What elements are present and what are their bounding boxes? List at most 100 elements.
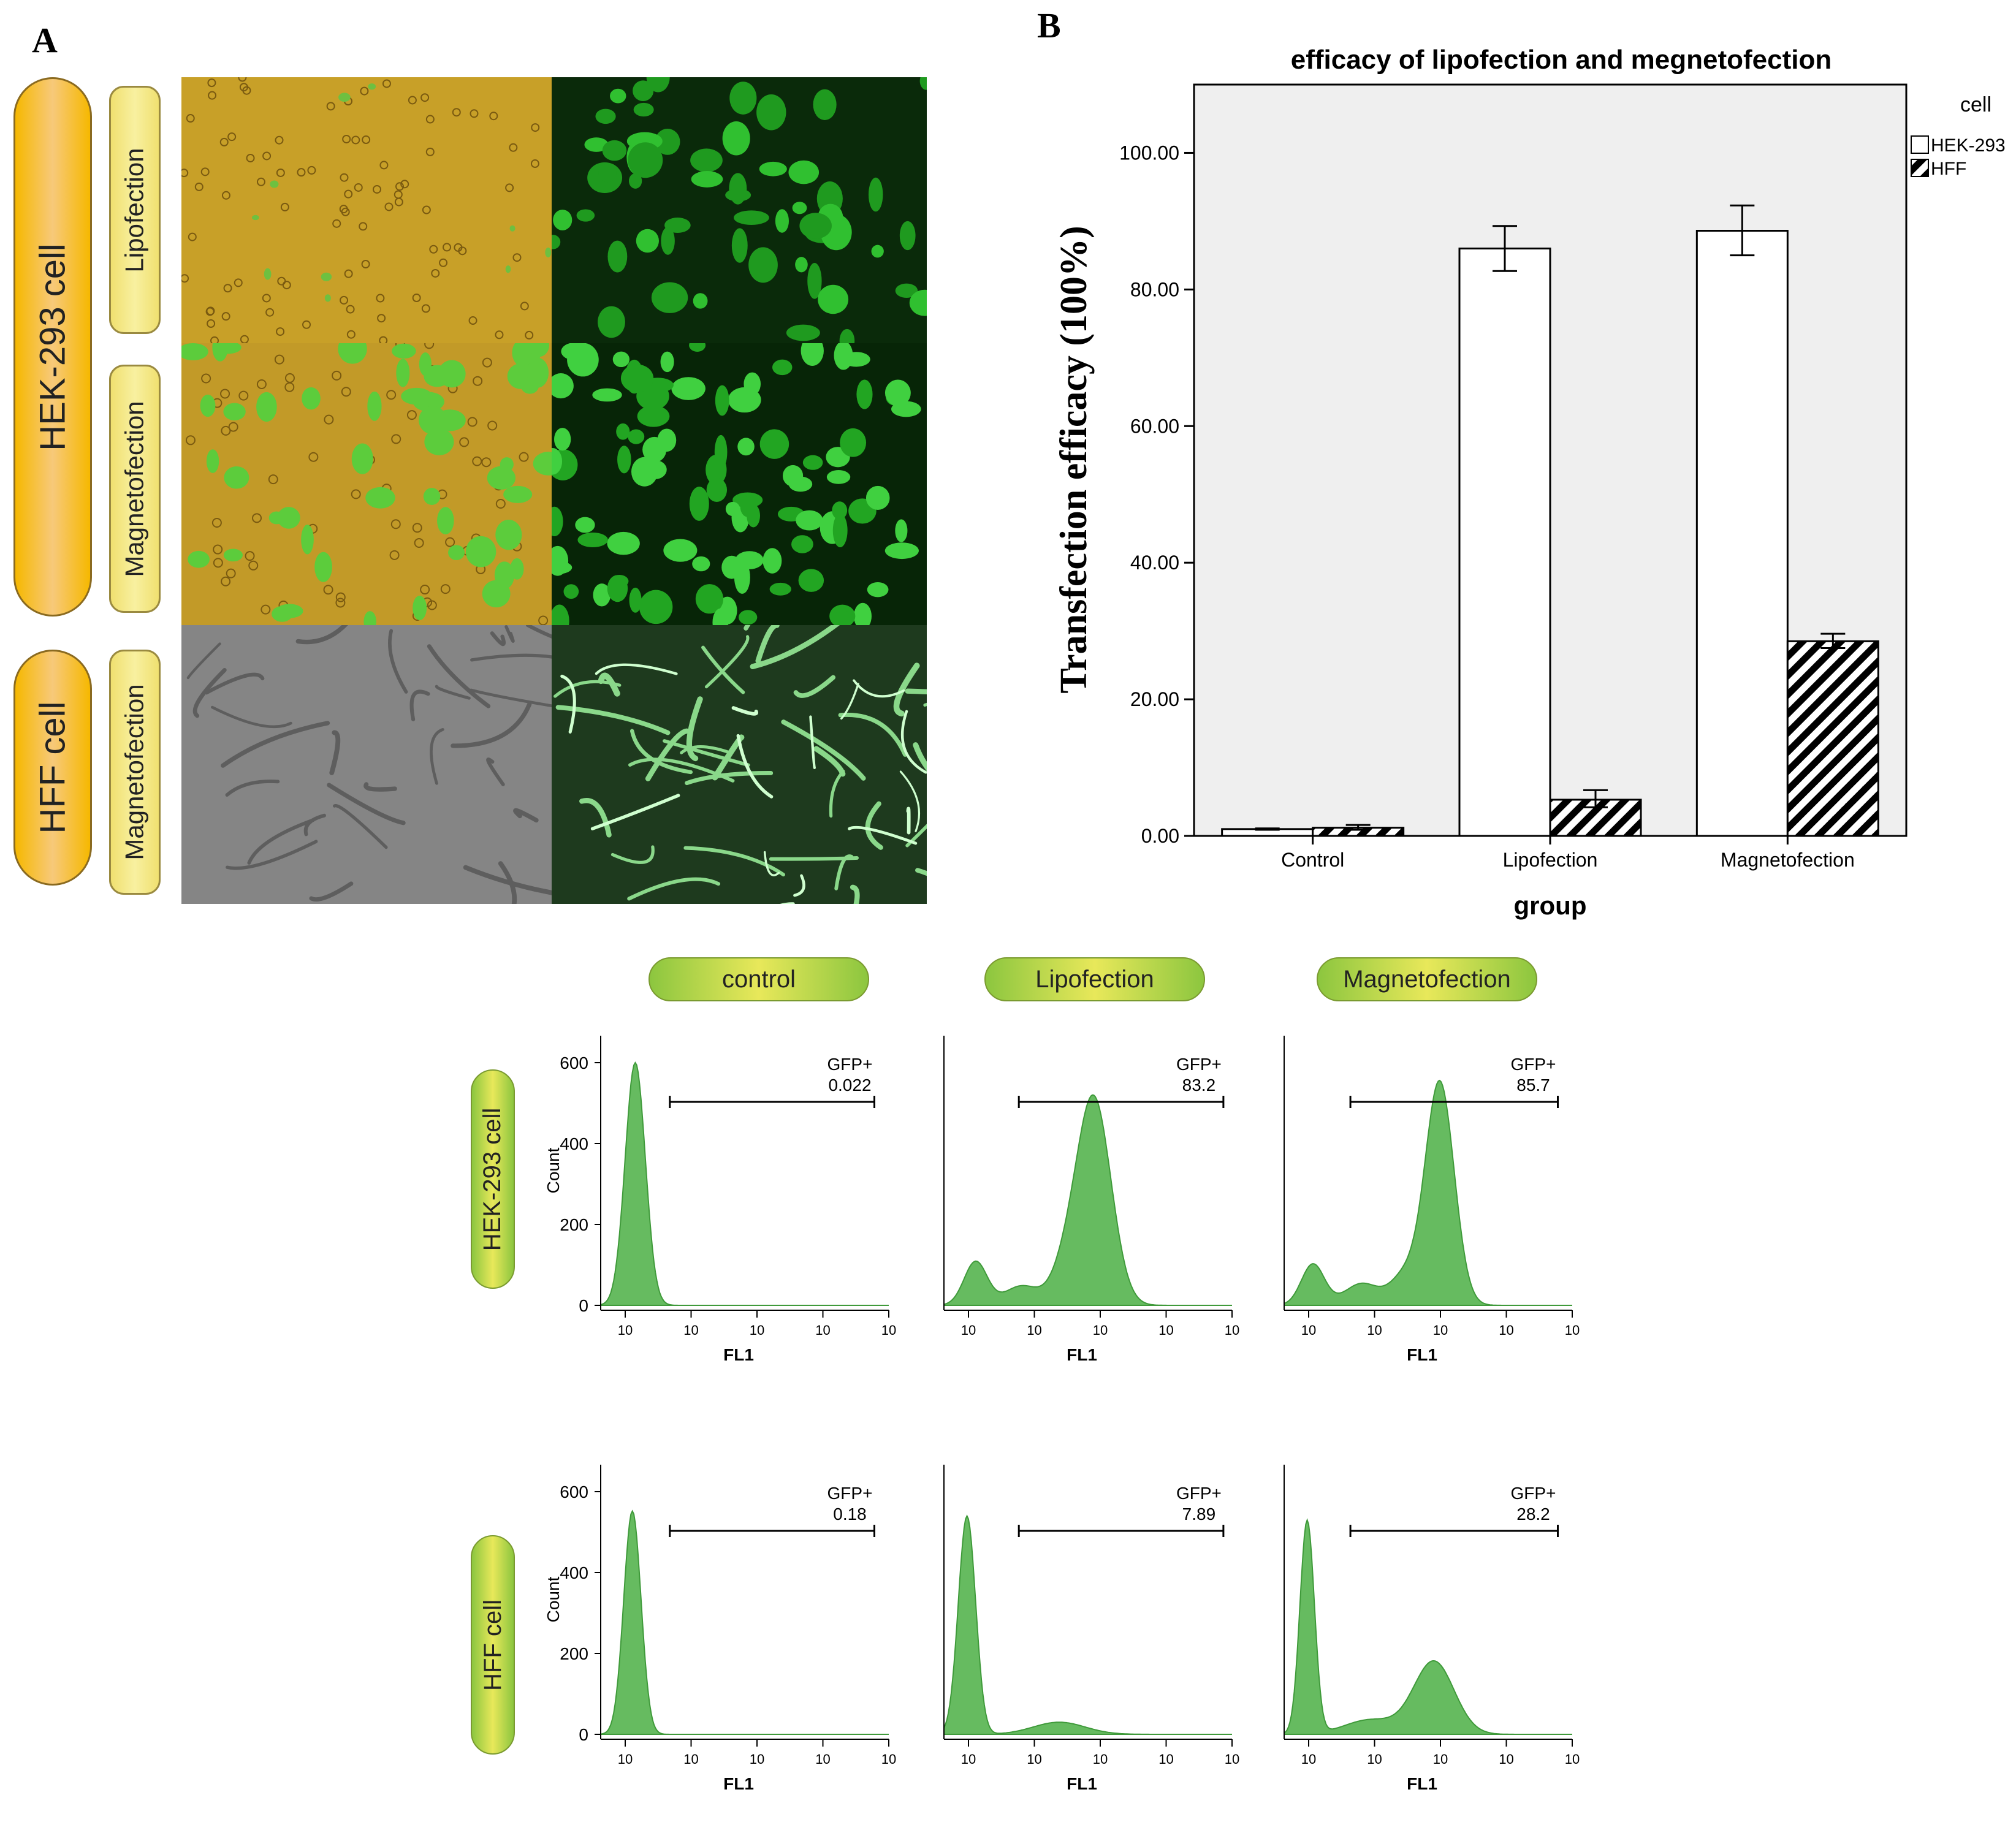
cell-shape — [799, 213, 832, 239]
cell-outline — [382, 79, 391, 88]
cell-shape — [302, 387, 321, 410]
hff-magnetofection-fluorescence-image — [552, 625, 927, 904]
flow-y-tick-label: 400 — [560, 1563, 588, 1582]
cell-shape — [270, 180, 279, 188]
panel-b-letter: B — [1037, 6, 1061, 45]
cell-shape — [826, 470, 851, 484]
hek-magnetofection-fluorescence-image — [552, 343, 927, 625]
cell-outline — [186, 114, 195, 123]
cell-outline — [530, 159, 539, 169]
cell-shape — [884, 542, 919, 560]
y-tick-label: 60.00 — [1130, 415, 1179, 437]
cell-outline — [223, 284, 232, 293]
fibroblast-shape — [781, 719, 866, 781]
y-tick-label: 20.00 — [1130, 688, 1179, 710]
cell-outline — [340, 173, 349, 182]
cell-shape — [801, 343, 824, 366]
cell-shape — [871, 245, 884, 258]
cell-outline — [221, 312, 230, 321]
gfp-gate-label: GFP+ — [1176, 1055, 1222, 1074]
cell-shape — [735, 551, 764, 569]
flow-x-axis-label: FL1 — [1407, 1774, 1437, 1793]
cell-shape — [802, 455, 823, 470]
panel-a-letter: A — [32, 20, 58, 60]
fibroblast-shape — [329, 730, 341, 775]
cell-outline — [326, 102, 335, 111]
fibroblast-shape — [893, 662, 920, 717]
cell-shape — [748, 247, 778, 283]
cell-shape — [314, 552, 332, 582]
cell-shape — [786, 324, 820, 341]
flow-histogram-r0-c2: 10 10 10 10 10 FL1 GFP+ 85.7 — [1284, 1036, 1580, 1364]
cell-shape — [612, 351, 630, 368]
gfp-gate-value: 85.7 — [1516, 1076, 1550, 1095]
cell-shape — [628, 173, 642, 189]
cell-outline — [346, 305, 355, 314]
flow-column-label-control-text: control — [721, 965, 796, 993]
cell-outline — [481, 457, 492, 468]
cell-shape — [552, 561, 572, 574]
histogram-area — [600, 1509, 889, 1735]
cell-shape — [899, 221, 916, 251]
cell-shape — [792, 202, 807, 214]
flow-x-tick-label: 10 — [1433, 1323, 1448, 1338]
cell-shape — [206, 449, 219, 473]
flow-x-tick-label: 10 — [618, 1323, 633, 1338]
flow-x-tick-label: 10 — [1565, 1751, 1580, 1767]
cell-shape — [661, 227, 675, 255]
hek-cell-label: HEK-293 cell — [32, 243, 73, 451]
cell-shape — [756, 94, 786, 131]
cell-outline — [227, 132, 237, 142]
cell-shape — [181, 343, 208, 360]
fibroblast-shape — [853, 679, 905, 698]
flow-x-tick-label: 10 — [750, 1323, 764, 1338]
flow-x-tick-label: 10 — [815, 1323, 830, 1338]
cell-shape — [510, 558, 524, 580]
cell-shape — [438, 360, 466, 388]
gfp-gate-value: 28.2 — [1516, 1505, 1550, 1524]
fibroblast-shape — [204, 672, 265, 695]
cell-shape — [832, 501, 848, 520]
cell-shape — [759, 161, 787, 176]
cell-shape — [553, 210, 572, 230]
cell-shape — [839, 328, 855, 343]
hff-magnetofection-row-label: Magnetofection — [120, 684, 150, 860]
flow-x-tick-label: 10 — [1301, 1751, 1316, 1767]
cell-outline — [181, 274, 189, 283]
fibroblast-shape — [388, 629, 408, 694]
cell-shape — [301, 525, 314, 555]
cell-outline — [188, 232, 197, 241]
cell-shape — [909, 289, 927, 316]
cell-shape — [552, 448, 563, 475]
cell-outline — [531, 123, 540, 132]
cell-shape — [919, 77, 927, 90]
cell-shape — [576, 209, 595, 222]
cell-outline — [414, 537, 424, 548]
cell-outline — [346, 330, 356, 339]
fibroblast-shape — [611, 845, 655, 864]
flow-y-tick-label: 600 — [560, 1053, 588, 1072]
cell-outline — [406, 410, 417, 420]
cell-outline — [307, 165, 316, 175]
fibroblast-shape — [627, 877, 721, 901]
cell-shape — [884, 379, 911, 406]
fibroblast-shape — [598, 672, 620, 697]
flow-column-label-control: control — [649, 957, 869, 1001]
cell-shape — [607, 575, 628, 602]
y-tick-label: 80.00 — [1130, 278, 1179, 300]
legend-label-hff: HFF — [1931, 159, 1966, 179]
hek-magnetofection-brightfield-image — [181, 343, 552, 625]
flow-column-label-magnetofection: Magnetofection — [1317, 957, 1537, 1001]
cell-shape — [200, 394, 216, 417]
flow-x-tick-label: 10 — [1367, 1323, 1382, 1338]
fibroblast-shape — [192, 667, 227, 718]
cell-shape — [552, 604, 569, 625]
cell-outline — [412, 523, 422, 533]
cell-shape — [834, 343, 853, 370]
cell-outline — [213, 558, 223, 568]
fibroblast-shape — [750, 625, 840, 669]
cell-outline — [422, 205, 431, 214]
cell-shape — [552, 506, 563, 537]
flow-x-axis-label: FL1 — [1067, 1774, 1097, 1793]
cell-shape — [734, 210, 769, 225]
